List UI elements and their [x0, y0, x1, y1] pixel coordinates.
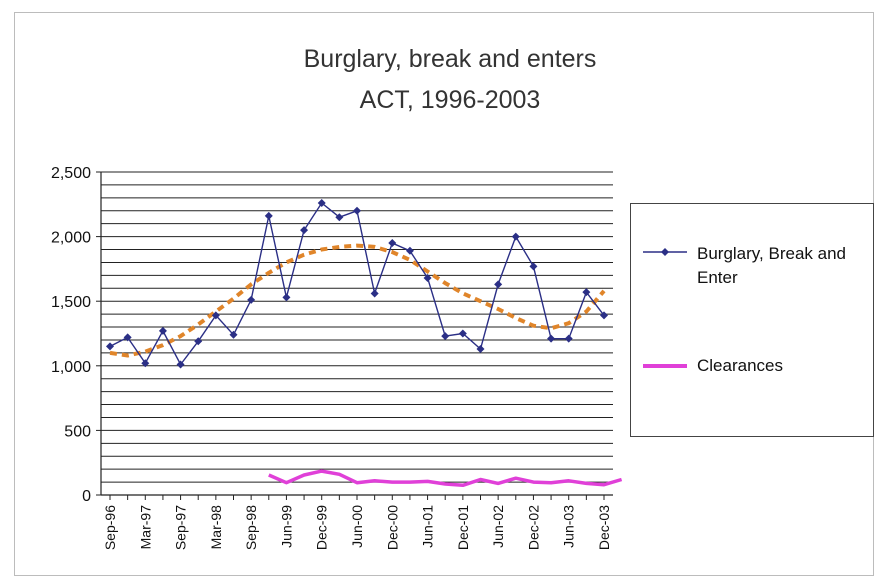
data-point-burglary — [441, 332, 450, 341]
x-tick-label: Sep-96 — [102, 505, 118, 550]
x-tick-label: Jun-02 — [490, 505, 506, 548]
legend-label-clearances: Clearances — [697, 356, 783, 375]
series-line-clearances — [268, 469, 623, 488]
legend-item-burglary: Burglary, Break and Enter — [641, 242, 867, 290]
x-tick-label: Jun-99 — [278, 505, 294, 548]
y-tick-label: 2,500 — [51, 165, 91, 182]
y-tick-label: 2,000 — [51, 230, 91, 247]
axes — [100, 172, 613, 496]
data-point-burglary — [388, 239, 397, 248]
x-tick-label: Dec-01 — [455, 505, 471, 550]
y-tick-label: 500 — [64, 423, 91, 440]
chart-title-line-2: ACT, 1996-2003 — [360, 86, 541, 114]
legend: Burglary, Break and Enter Clearances — [630, 203, 874, 437]
grid-lines — [101, 171, 613, 483]
data-point-burglary — [247, 295, 256, 304]
legend-swatch-clearances — [641, 354, 691, 374]
data-point-burglary — [211, 311, 220, 320]
data-point-burglary — [582, 288, 591, 297]
x-tick-label: Sep-97 — [173, 505, 189, 550]
data-point-burglary — [229, 330, 238, 339]
data-point-burglary — [476, 345, 485, 354]
y-tick-label: 0 — [82, 488, 91, 505]
x-tick-label: Mar-98 — [208, 505, 224, 550]
y-tick-label: 1,500 — [51, 294, 91, 311]
x-tick-label: Dec-99 — [314, 505, 330, 550]
data-point-burglary — [141, 359, 150, 368]
data-point-burglary — [600, 311, 608, 320]
data-point-burglary — [405, 246, 414, 255]
series-line-trend — [109, 243, 606, 358]
y-axis-ticks: 0 500 1,000 1,500 2,000 2,500 — [51, 165, 101, 505]
data-point-burglary — [370, 289, 379, 298]
data-point-burglary — [317, 199, 326, 208]
x-tick-label: Sep-98 — [243, 505, 259, 550]
x-tick-label: Dec-02 — [525, 505, 541, 550]
legend-swatch-burglary — [641, 242, 691, 262]
x-axis-ticks: Sep-96 Mar-97 Sep-97 Mar-98 Sep-98 Jun-99 Dec-… — [102, 495, 612, 550]
data-point-burglary — [547, 334, 556, 343]
x-tick-label: Dec-03 — [596, 505, 612, 550]
data-point-burglary — [282, 293, 291, 302]
data-point-burglary — [458, 329, 467, 338]
y-tick-label: 1,000 — [51, 359, 91, 376]
legend-label-burglary: Burglary, Break and Enter — [697, 244, 846, 287]
x-tick-label: Jun-01 — [420, 505, 436, 548]
data-point-burglary — [300, 226, 309, 235]
data-point-burglary — [423, 273, 432, 282]
x-tick-label: Mar-97 — [137, 505, 153, 550]
data-point-burglary — [106, 342, 114, 351]
x-tick-label: Jun-03 — [561, 505, 577, 548]
data-point-burglary — [123, 333, 132, 342]
data-point-burglary — [494, 280, 503, 289]
data-point-burglary — [564, 334, 573, 343]
chart-title-line-1: Burglary, break and enters — [304, 45, 597, 73]
x-tick-label: Dec-00 — [384, 505, 400, 550]
data-point-burglary — [529, 262, 538, 271]
data-point-burglary — [176, 360, 185, 369]
data-point-burglary — [194, 337, 203, 346]
data-point-burglary — [335, 213, 344, 222]
x-tick-label: Jun-00 — [349, 505, 365, 548]
legend-item-clearances: Clearances — [641, 354, 867, 378]
series-layer — [106, 199, 623, 488]
data-point-burglary — [353, 206, 361, 215]
data-point-burglary — [158, 326, 167, 335]
data-point-burglary — [511, 232, 520, 241]
data-point-burglary — [264, 211, 273, 220]
